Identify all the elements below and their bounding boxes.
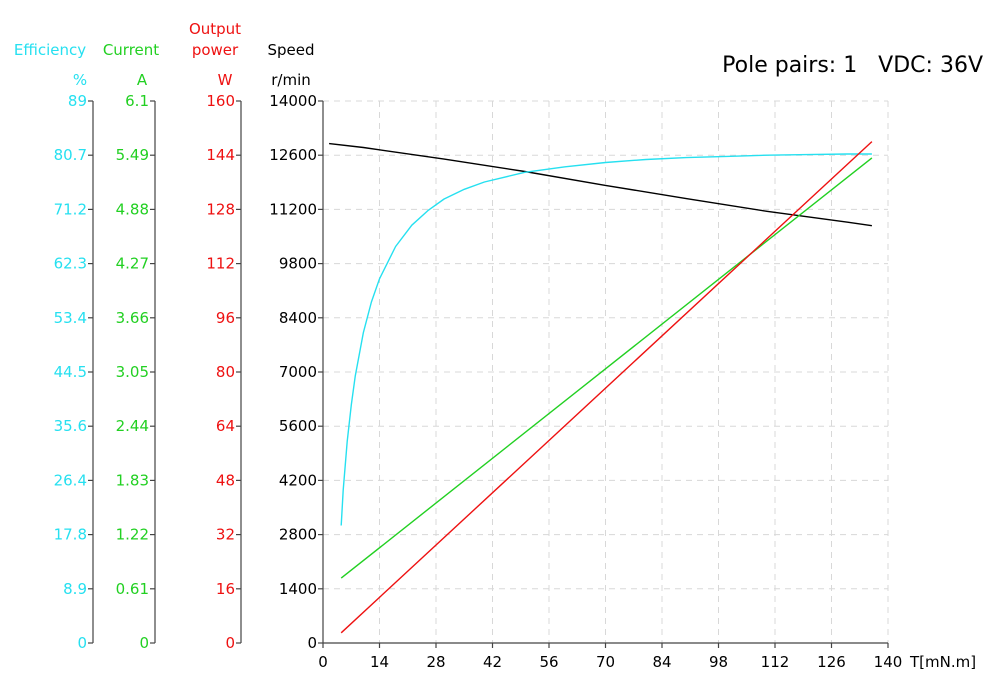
x-axis: 0 14 28 42 56 70 84 98 112 126 140 T[mN.m]: [318, 642, 976, 671]
speed-tick-label: 9800: [279, 255, 317, 273]
efficiency-tick-label: 44.5: [54, 363, 87, 381]
power-tick-label: 80: [216, 363, 235, 381]
x-tick-label: 140: [874, 653, 903, 671]
speed-tick-label: 0: [307, 634, 317, 652]
y-axes: 0 8.9 17.8 26.4 35.6 44.5 53.4 62.3 71.2 80.7 89 Ef…: [14, 20, 324, 652]
power-axis-title: power: [192, 41, 239, 59]
power-tick-label: 160: [206, 92, 235, 110]
speed-tick-label: 8400: [279, 309, 317, 327]
speed-axis-title: Speed: [267, 41, 314, 59]
series-lines: [329, 141, 873, 634]
power-axis-unit: W: [218, 71, 233, 89]
efficiency-axis: 0 8.9 17.8 26.4 35.6 44.5 53.4 62.3 71.2 80.7 89 Ef…: [14, 41, 94, 652]
x-tick-label: 56: [539, 653, 558, 671]
efficiency-tick-label: 71.2: [54, 200, 87, 218]
efficiency-tick-label: 53.4: [54, 309, 87, 327]
speed-curve: [329, 142, 872, 227]
efficiency-tick-label: 17.8: [54, 526, 87, 544]
power-tick-label: 32: [216, 526, 235, 544]
current-tick-label: 4.88: [116, 200, 149, 218]
speed-tick-label: 7000: [279, 363, 317, 381]
speed-tick-label: 1400: [279, 580, 317, 598]
power-tick-label: 64: [216, 417, 235, 435]
current-tick-label: 2.44: [116, 417, 149, 435]
chart-title: Pole pairs: 1 VDC: 36V: [722, 53, 983, 78]
current-axis-unit: A: [137, 71, 148, 89]
x-axis-label: T[mN.m]: [909, 653, 976, 671]
x-tick-label: 126: [817, 653, 846, 671]
x-tick-label: 42: [483, 653, 502, 671]
efficiency-tick-label: 35.6: [54, 417, 87, 435]
efficiency-tick-label: 80.7: [54, 146, 87, 164]
current-tick-label: 1.83: [116, 471, 149, 489]
current-tick-label: 4.27: [116, 255, 149, 273]
current-tick-label: 0.61: [116, 580, 149, 598]
current-axis: 0 0.61 1.22 1.83 2.44 3.05 3.66 4.27 4.88 5.49 6.1…: [103, 41, 159, 652]
power-tick-label: 112: [206, 255, 235, 273]
x-tick-label: 84: [652, 653, 671, 671]
x-tick-label: 112: [761, 653, 790, 671]
x-tick-label: 70: [596, 653, 615, 671]
power-tick-label: 144: [206, 146, 235, 164]
power-tick-label: 48: [216, 471, 235, 489]
power-tick-label: 96: [216, 309, 235, 327]
current-axis-title: Current: [103, 41, 159, 59]
current-tick-label: 1.22: [116, 526, 149, 544]
efficiency-axis-title: Efficiency: [14, 41, 86, 59]
speed-tick-label: 11200: [269, 200, 317, 218]
x-tick-label: 98: [709, 653, 728, 671]
speed-axis-unit: r/min: [271, 71, 311, 89]
efficiency-axis-unit: %: [73, 71, 87, 89]
current-tick-label: 6.1: [125, 92, 149, 110]
current-tick-label: 5.49: [116, 146, 149, 164]
current-tick-label: 0: [139, 634, 149, 652]
power-tick-label: 0: [225, 634, 235, 652]
grid: [323, 100, 889, 643]
x-tick-label: 0: [318, 653, 328, 671]
x-tick-label: 28: [426, 653, 445, 671]
efficiency-tick-label: 8.9: [63, 580, 87, 598]
current-tick-label: 3.66: [116, 309, 149, 327]
efficiency-tick-label: 26.4: [54, 471, 87, 489]
efficiency-tick-label: 0: [77, 634, 87, 652]
x-tick-label: 14: [370, 653, 389, 671]
power-tick-label: 128: [206, 200, 235, 218]
efficiency-tick-label: 89: [68, 92, 87, 110]
speed-axis: 0 1400 2800 4200 5600 7000 8400 9800 11200 12600 1…: [267, 41, 324, 652]
power-curve: [340, 141, 873, 634]
current-curve: [340, 157, 873, 579]
speed-tick-label: 5600: [279, 417, 317, 435]
speed-tick-label: 12600: [269, 146, 317, 164]
power-axis-title: Output: [189, 20, 241, 38]
current-tick-label: 3.05: [116, 363, 149, 381]
power-axis: 0 16 32 48 64 80 96 112 128 144 160 Output power W: [189, 20, 242, 652]
speed-tick-label: 14000: [269, 92, 317, 110]
power-tick-label: 16: [216, 580, 235, 598]
efficiency-curve: [340, 153, 872, 526]
speed-tick-label: 2800: [279, 526, 317, 544]
speed-tick-label: 4200: [279, 471, 317, 489]
efficiency-tick-label: 62.3: [54, 255, 87, 273]
